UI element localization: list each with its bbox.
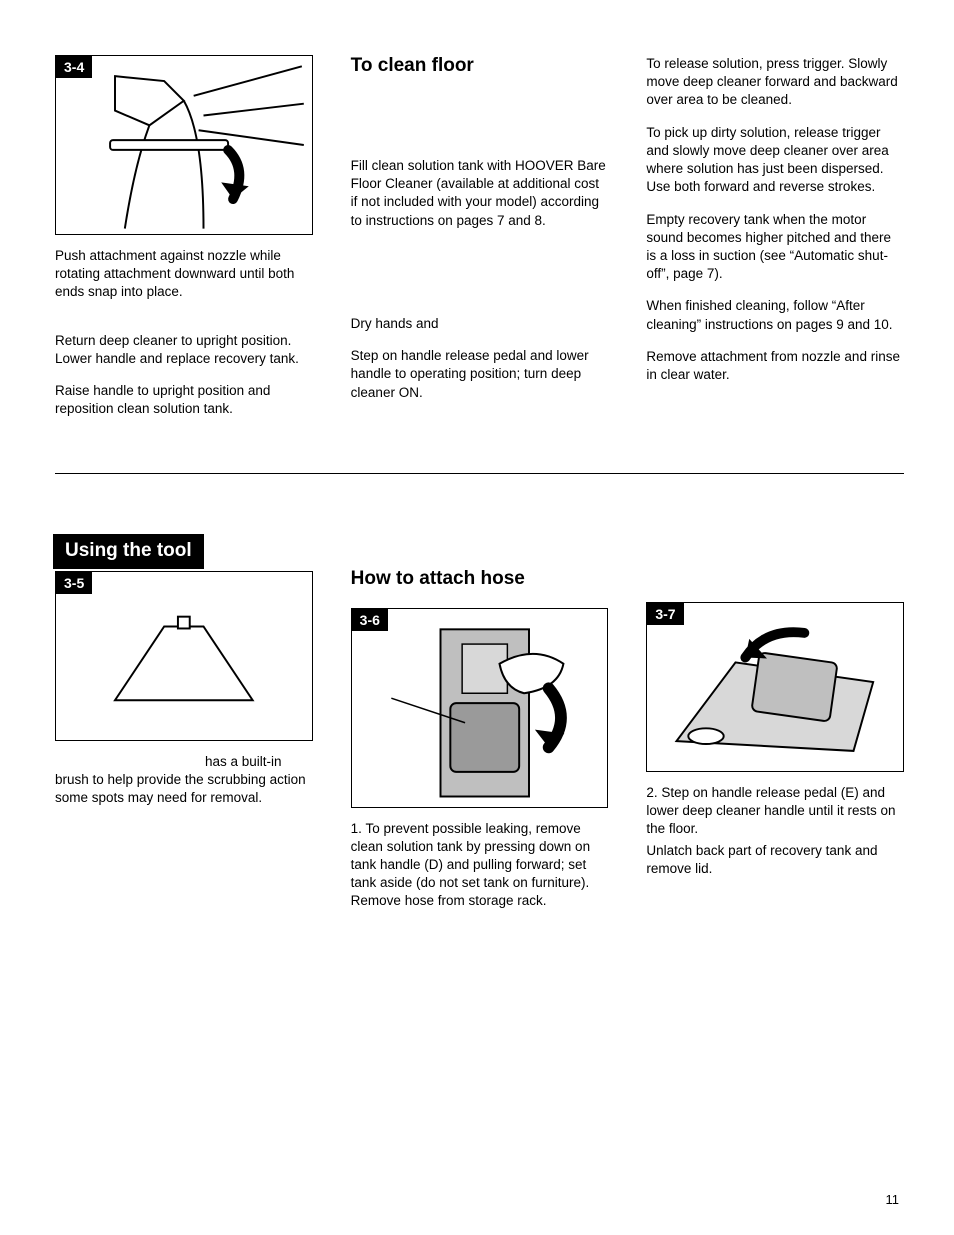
heading-attach-hose: How to attach hose <box>351 568 609 590</box>
top-col3-p4: When finished cleaning, follow “After cl… <box>646 297 904 333</box>
figure-3-7: 3-7 <box>646 602 904 772</box>
using-the-tool-bar: Using the tool <box>53 534 204 569</box>
top-col2-p3: Step on handle release pedal and lower h… <box>351 347 609 402</box>
top-col3-p5: Remove attachment from nozzle and rinse … <box>646 348 904 384</box>
top-col3-p2: To pick up dirty solution, release trigg… <box>646 124 904 197</box>
top-col3-p3: Empty recovery tank when the motor sound… <box>646 211 904 284</box>
fig-3-5-caption: has a built-in brush to help provide the… <box>55 753 313 808</box>
top-col3: To release solution, press trigger. Slow… <box>646 55 904 433</box>
top-col2-body2: Dry hands and Step on handle release ped… <box>351 315 609 402</box>
top-col3-p1: To release solution, press trigger. Slow… <box>646 55 904 110</box>
top-col2: To clean floor Fill clean solution tank … <box>351 55 609 433</box>
bottom-section: Using the tool 3-5 has a built-in brush … <box>55 534 904 925</box>
figure-3-6: 3-6 <box>351 608 609 808</box>
figure-3-4: 3-4 <box>55 55 313 235</box>
section-divider <box>55 473 904 474</box>
top-col2-p1: Fill clean solution tank with HOOVER Bar… <box>351 157 609 230</box>
figure-3-4-illustration <box>56 56 312 234</box>
bottom-col2-p1: 1. To prevent possible leaking, remove c… <box>351 820 609 911</box>
bottom-col3-p1: 2. Step on handle release pedal (E) and … <box>646 784 904 839</box>
top-col1-p1: Return deep cleaner to upright position.… <box>55 332 313 368</box>
top-col1-body: Return deep cleaner to upright position.… <box>55 332 313 419</box>
top-col1: 3-4 Push attachment against nozzle while… <box>55 55 313 433</box>
bottom-col1: Using the tool 3-5 has a built-in brush … <box>55 534 313 822</box>
figure-label-3-6: 3-6 <box>352 609 388 631</box>
figure-label-3-5: 3-5 <box>56 572 92 594</box>
fig-3-4-caption: Push attachment against nozzle while rot… <box>55 247 313 302</box>
figure-label-3-4: 3-4 <box>56 56 92 78</box>
bottom-col3-p2: Unlatch back part of recovery tank and r… <box>646 842 904 878</box>
figure-3-7-illustration <box>647 603 903 771</box>
figure-3-6-illustration <box>352 609 608 807</box>
bottom-col3: 3-7 2. Step on handle release pedal (E) … <box>646 534 904 893</box>
fig-3-5-caption-text: has a built-in brush to help provide the… <box>55 754 306 805</box>
page-number: 11 <box>886 1192 900 1207</box>
top-col1-p2: Raise handle to upright position and rep… <box>55 382 313 418</box>
bottom-col2: How to attach hose 3-6 1 <box>351 534 609 925</box>
figure-3-5-illustration <box>56 572 312 740</box>
heading-to-clean-floor: To clean floor <box>351 55 609 77</box>
top-col2-body: Fill clean solution tank with HOOVER Bar… <box>351 157 609 230</box>
figure-3-5: 3-5 <box>55 571 313 741</box>
top-col2-p2: Dry hands and <box>351 315 609 333</box>
figure-label-3-7: 3-7 <box>647 603 683 625</box>
top-row: 3-4 Push attachment against nozzle while… <box>55 55 904 433</box>
